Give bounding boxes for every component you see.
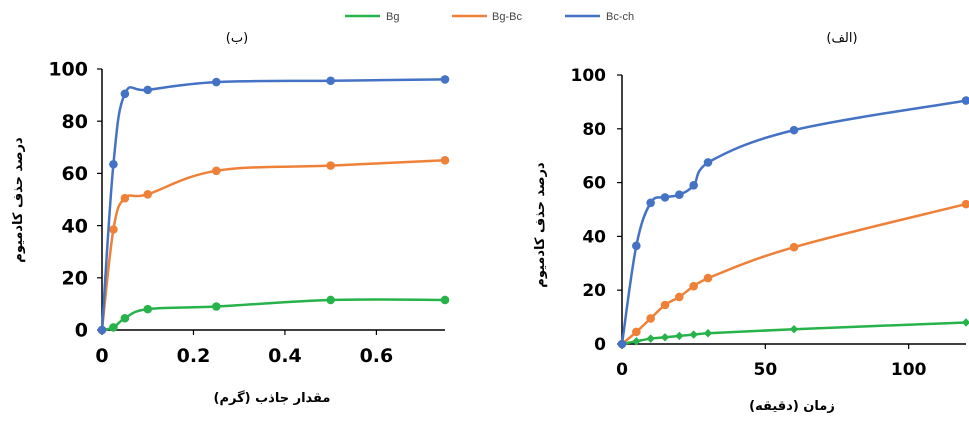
y-axis-title-a: درصد حذف کادمیوم <box>533 162 548 288</box>
data-point-bg-bc-a <box>660 300 670 310</box>
chart-title-b: (ب) <box>226 31 248 46</box>
data-point-bc-ch-b <box>143 85 153 95</box>
data-point-bc-ch-b <box>97 325 107 335</box>
data-point-bg-bc-b <box>120 193 130 203</box>
x-tick-label-b: 0 <box>95 345 108 367</box>
data-point-bc-ch-a <box>961 96 969 105</box>
y-tick-label-b: 60 <box>62 163 88 185</box>
data-point-bg-a <box>961 318 969 327</box>
y-tick-label-a: 20 <box>582 281 606 301</box>
series-line-bc-ch-b <box>100 78 446 331</box>
data-point-bc-ch-b <box>326 76 335 86</box>
y-tick-label-b: 40 <box>62 215 88 237</box>
data-point-bg-bc-a <box>789 242 799 252</box>
series-line-bg-bc-b <box>100 159 446 331</box>
legend: Bg Bg-Bc Bc-ch <box>345 11 634 23</box>
data-point-bg-a <box>703 329 713 338</box>
x-tick-label-b: 0.6 <box>360 345 394 367</box>
data-point-bc-ch-a <box>703 158 713 167</box>
data-point-bg-b <box>326 295 335 305</box>
data-point-bg-bc-b <box>143 189 153 199</box>
y-axis-title-b: درصد حذف کادمیوم <box>11 137 26 263</box>
data-point-bg-b <box>143 304 153 314</box>
data-point-bg-a <box>789 325 799 334</box>
data-point-bg-bc-b <box>212 166 221 176</box>
data-point-bg-a <box>660 333 670 342</box>
data-point-bg-bc-a <box>675 292 684 302</box>
y-tick-label-b: 20 <box>62 267 88 289</box>
data-point-bg-bc-b <box>440 156 450 165</box>
legend-label-bc-ch: Bc-ch <box>606 11 634 23</box>
series-line-bg-b <box>101 298 446 332</box>
legend-label-bg: Bg <box>386 11 399 23</box>
y-tick-label-a: 0 <box>594 335 606 355</box>
y-tick-label-b: 0 <box>75 320 88 342</box>
data-point-bg-b <box>120 313 130 323</box>
x-tick-label-b: 0.4 <box>268 345 302 367</box>
data-point-bc-ch-a <box>789 125 799 135</box>
data-point-bg-bc-b <box>109 225 118 234</box>
data-point-bg-bc-a <box>632 327 641 337</box>
y-tick-label-a: 60 <box>582 174 606 194</box>
x-tick-label-b: 0.2 <box>177 345 211 367</box>
data-point-bg-bc-a <box>689 281 698 291</box>
data-point-bg-a <box>632 337 641 346</box>
x-axis-title-a: زمان (دقیقه) <box>749 399 835 414</box>
data-point-bc-ch-a <box>646 198 655 208</box>
data-point-bg-a <box>689 330 698 339</box>
series-line-bg-bc-a <box>621 202 967 345</box>
data-point-bc-ch-a <box>617 339 627 349</box>
data-point-bg-bc-a <box>646 314 655 323</box>
data-point-bc-ch-a <box>689 180 698 190</box>
x-tick-label-a: 0 <box>616 360 628 380</box>
y-tick-label-a: 80 <box>582 120 606 140</box>
y-tick-label-b: 100 <box>48 59 88 81</box>
data-point-bg-bc-b <box>326 161 335 170</box>
x-axis-title-b: مقدار جاذب (گرم) <box>214 390 331 406</box>
data-point-bc-ch-b <box>212 77 221 87</box>
data-point-bc-ch-b <box>120 89 130 99</box>
y-tick-label-a: 100 <box>571 66 607 86</box>
data-point-bg-bc-a <box>703 273 713 283</box>
data-point-bg-b <box>440 295 450 305</box>
legend-label-bg-bc: Bg-Bc <box>492 11 522 23</box>
data-point-bc-ch-b <box>109 159 118 169</box>
data-point-bc-ch-b <box>440 75 450 84</box>
data-point-bc-ch-a <box>660 193 670 202</box>
chart-title-a: (الف) <box>826 31 857 46</box>
data-point-bg-bc-a <box>961 199 969 209</box>
y-tick-label-b: 80 <box>62 111 88 133</box>
chart-panel-a: (الف) زمان (دقیقه) درصد حذف کادمیوم 0 50 1… <box>533 31 969 414</box>
y-tick-label-a: 40 <box>582 227 606 247</box>
data-point-bg-b <box>212 302 221 311</box>
data-point-bc-ch-a <box>632 241 641 251</box>
data-point-bg-b <box>109 323 118 332</box>
x-tick-label-a: 100 <box>891 360 927 380</box>
x-tick-label-a: 50 <box>753 360 777 380</box>
data-point-bg-a <box>675 331 684 341</box>
series-line-bc-ch-a <box>620 99 967 345</box>
data-point-bg-a <box>646 334 655 343</box>
data-point-bc-ch-a <box>675 190 684 200</box>
